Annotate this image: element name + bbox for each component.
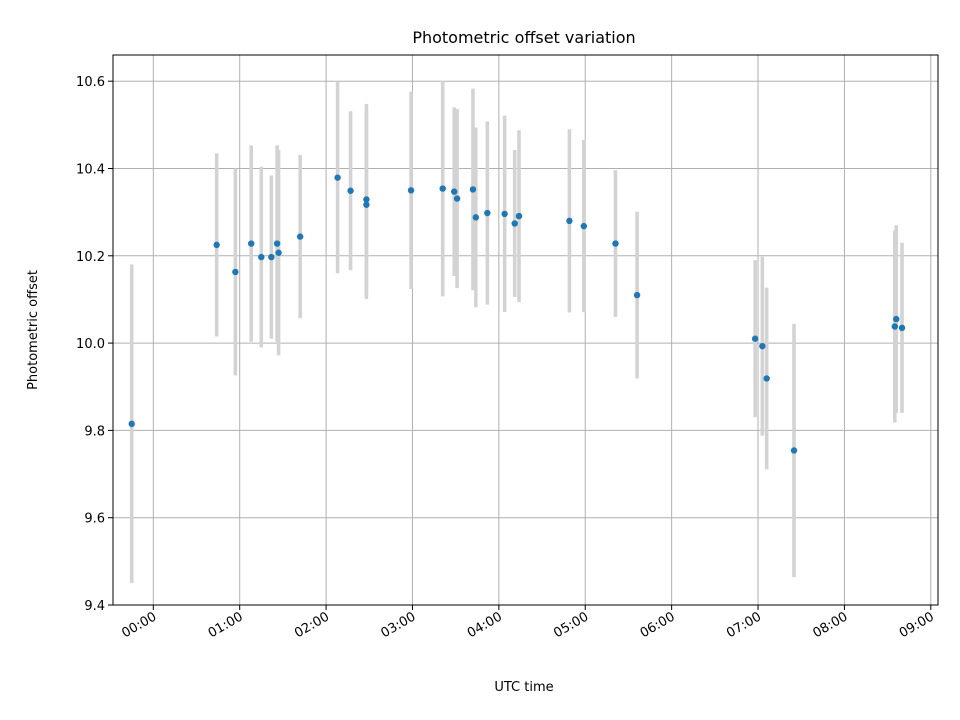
x-tick-label: 00:00 (119, 609, 159, 641)
error-bars (129, 80, 904, 584)
x-axis-label: UTC time (494, 680, 553, 695)
y-axis-label: Photometric offset (26, 270, 41, 390)
data-point (469, 186, 477, 193)
data-point (128, 420, 135, 428)
data-point (515, 212, 523, 220)
data-point (566, 217, 573, 225)
x-tick-label: 02:00 (292, 609, 332, 641)
data-point (633, 291, 641, 299)
data-point (893, 315, 900, 323)
data-point (580, 222, 588, 230)
y-tick-label: 10.4 (76, 162, 105, 177)
x-tick-label: 04:00 (465, 609, 505, 641)
chart-title: Photometric offset variation (412, 28, 635, 47)
data-point (751, 335, 759, 342)
data-point (790, 447, 798, 454)
x-tick-label: 09:00 (897, 609, 937, 641)
x-axis: 00:00 01:00 02:00 03:00 04:00 05:00 06:00 07:00… (119, 605, 937, 641)
data-point (275, 249, 282, 256)
x-tick-label: 08:00 (810, 609, 850, 641)
data-point (484, 209, 491, 217)
data-point (501, 210, 508, 218)
data-point (258, 253, 265, 261)
y-tick-label: 10.6 (76, 75, 105, 90)
data-point (612, 240, 619, 247)
plot-frame (112, 54, 939, 606)
data-point (759, 342, 766, 350)
data-point (511, 220, 518, 227)
y-tick-label: 10.2 (76, 250, 105, 265)
data-point (232, 268, 239, 276)
data-point (891, 323, 899, 330)
y-axis: 9.4 9.6 9.8 10.0 10.2 10.4 10.6 (76, 75, 113, 614)
data-point (268, 253, 275, 261)
data-point (334, 174, 341, 181)
x-tick-label: 03:00 (379, 609, 419, 641)
data-point (363, 201, 370, 208)
data-point (296, 233, 304, 240)
data-points (128, 174, 906, 454)
data-point (407, 187, 415, 194)
y-tick-label: 10.0 (76, 337, 105, 352)
x-tick-label: 06:00 (638, 609, 678, 641)
y-tick-label: 9.8 (84, 424, 105, 439)
x-tick-label: 01:00 (206, 609, 246, 641)
data-point (763, 375, 770, 382)
data-point (453, 195, 461, 202)
data-point (472, 214, 480, 221)
data-point (213, 241, 220, 249)
x-tick-label: 05:00 (551, 609, 591, 641)
data-point (451, 188, 458, 195)
y-tick-label: 9.4 (84, 599, 105, 614)
data-point (248, 240, 255, 247)
y-tick-label: 9.6 (84, 512, 105, 527)
data-point (439, 185, 446, 192)
data-point (273, 240, 281, 247)
data-point (363, 196, 370, 203)
data-point (898, 324, 906, 332)
x-tick-label: 07:00 (724, 609, 764, 641)
data-point (347, 187, 354, 194)
